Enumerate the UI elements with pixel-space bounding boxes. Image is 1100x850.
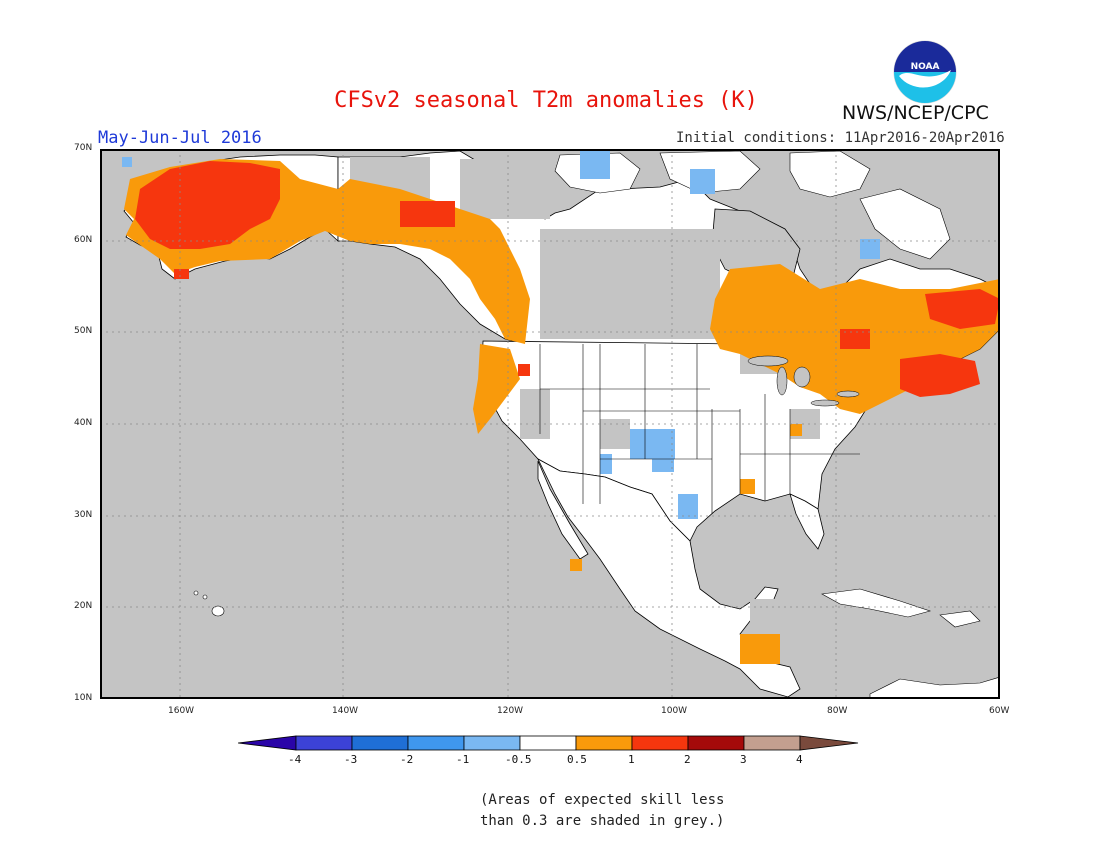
cool-anomaly-patch	[122, 157, 132, 167]
hot-anomaly-patch	[174, 269, 189, 279]
legend-color-cell	[351, 735, 409, 751]
lake-superior	[747, 355, 789, 367]
legend-label-minus2: -2	[400, 753, 414, 766]
cool-anomaly-patch	[690, 169, 715, 194]
legend-color-cell	[575, 735, 633, 751]
hispaniola-land	[939, 610, 981, 628]
legend-label-4: 4	[796, 753, 803, 766]
hot-anomaly-quebec	[925, 289, 1000, 329]
legend-label-0-5: 0.5	[567, 753, 587, 766]
lake-erie	[810, 399, 840, 407]
cuba-land	[821, 588, 932, 618]
florida-land	[789, 493, 825, 550]
logo-text: NOAA	[911, 62, 940, 72]
lon-label-160w: 160W	[168, 706, 195, 716]
low-skill-patch	[520, 389, 550, 439]
low-skill-patch	[460, 159, 550, 219]
anomaly-map	[100, 149, 1000, 699]
hawaii-island	[193, 590, 199, 596]
lat-label-20n: 20N	[74, 601, 93, 611]
legend-label-minus3: -3	[344, 753, 358, 766]
cool-anomaly-patch	[678, 494, 698, 519]
lat-label-30n: 30N	[74, 510, 93, 520]
lat-label-50n: 50N	[74, 326, 93, 336]
lake-huron	[793, 366, 811, 388]
legend-label-minus4: -4	[288, 753, 302, 766]
cool-anomaly-patch	[600, 454, 612, 474]
hot-anomaly-alaska	[135, 161, 280, 249]
legend-color-cell	[743, 735, 801, 751]
lake-michigan	[776, 366, 788, 396]
low-skill-patch	[750, 599, 780, 639]
legend-label-1: 1	[628, 753, 635, 766]
color-legend	[238, 735, 859, 751]
lat-label-70n: 70N	[74, 143, 93, 153]
map-title: CFSv2 seasonal T2m anomalies (K)	[334, 88, 758, 113]
map-frame	[100, 149, 1000, 699]
lon-label-120w: 120W	[497, 706, 524, 716]
legend-label-2: 2	[684, 753, 691, 766]
skill-note-line1: (Areas of expected skill less	[480, 792, 725, 808]
legend-label-minus0-5: -0.5	[505, 753, 532, 766]
legend-color-cell	[295, 735, 353, 751]
lat-label-60n: 60N	[74, 235, 93, 245]
legend-color-cell	[631, 735, 689, 751]
legend-label-3: 3	[740, 753, 747, 766]
lon-label-100w: 100W	[661, 706, 688, 716]
skill-note-line2: than 0.3 are shaded in grey.)	[480, 813, 725, 829]
cool-anomaly-patch	[652, 457, 674, 472]
organization-label: NWS/NCEP/CPC	[842, 102, 989, 124]
low-skill-patch	[540, 229, 720, 339]
lon-label-140w: 140W	[332, 706, 359, 716]
lon-label-60w: 60W	[989, 706, 1010, 716]
warm-anomaly-patch	[740, 479, 755, 494]
legend-color-cell	[687, 735, 745, 751]
legend-label-minus1: -1	[456, 753, 470, 766]
low-skill-patch	[600, 419, 630, 449]
legend-color-cell	[407, 735, 465, 751]
initial-conditions-label: Initial conditions: 11Apr2016-20Apr2016	[676, 130, 1005, 146]
hot-anomaly-patch	[400, 201, 455, 227]
warm-anomaly-patch	[570, 559, 582, 571]
cool-anomaly-patch	[580, 149, 610, 179]
warm-anomaly-patch	[790, 424, 802, 436]
noaa-logo: NOAA	[893, 40, 957, 104]
hawaii-island	[202, 594, 208, 600]
legend-color-cell	[799, 735, 859, 751]
legend-color-cell	[238, 735, 297, 751]
arctic-island	[789, 150, 871, 198]
warm-anomaly-patch	[740, 634, 780, 664]
hot-anomaly-patch	[518, 364, 530, 376]
hot-anomaly-patch	[840, 329, 870, 349]
hot-anomaly-new-england	[900, 354, 980, 397]
hawaii-island	[211, 605, 225, 617]
lon-label-80w: 80W	[827, 706, 848, 716]
lake-ontario	[836, 390, 860, 398]
season-label: May-Jun-Jul 2016	[98, 128, 262, 148]
legend-color-cell	[519, 735, 577, 751]
cool-anomaly-patch	[860, 239, 880, 259]
baffin-island	[859, 188, 951, 260]
legend-color-cell	[463, 735, 521, 751]
lat-label-10n: 10N	[74, 693, 93, 703]
south-america-land	[869, 676, 1000, 699]
cool-anomaly-patch	[630, 429, 675, 459]
lat-label-40n: 40N	[74, 418, 93, 428]
